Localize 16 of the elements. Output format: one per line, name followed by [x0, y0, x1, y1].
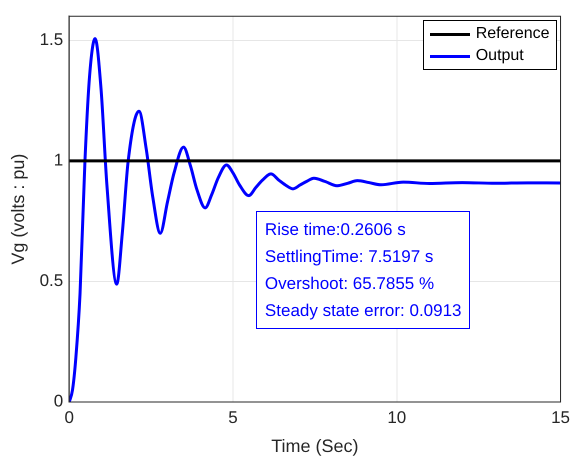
x-tick-label: 5: [228, 408, 238, 427]
line-series: [69, 37, 561, 402]
legend-label: Reference: [476, 25, 550, 44]
y-tick-label: 1.5: [40, 30, 64, 49]
annotation: SettlingTime: 7.5197 s: [264, 246, 434, 268]
y-tick-label: 0: [54, 392, 64, 411]
x-tick-label: 10: [387, 408, 406, 427]
annotation: Overshoot: 65.7855 %: [264, 273, 436, 296]
y-tick-label: 1: [54, 150, 64, 170]
annotation: Steady state error: 0.0913: [264, 300, 462, 322]
annotation: Rise time:0.2606 s: [264, 219, 407, 242]
x-tick-label: 15: [551, 408, 570, 427]
x-axis-title: Time (Sec): [271, 436, 359, 456]
y-tick-label: 0.5: [40, 271, 64, 290]
y-axis-title: Vg (volts : pu): [8, 154, 28, 265]
legend-label: Output: [476, 47, 524, 66]
